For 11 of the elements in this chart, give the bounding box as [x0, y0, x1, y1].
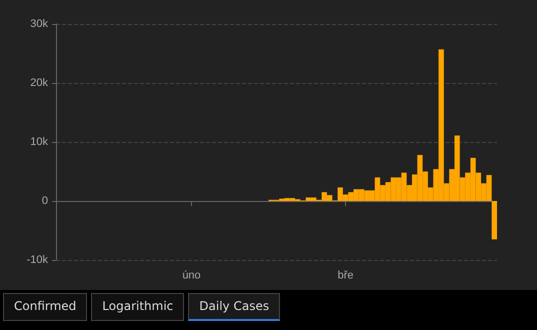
- y-tick-label: 10k: [30, 136, 48, 148]
- text: Logarithmic: [91, 293, 184, 321]
- y-tick-label: 20k: [30, 77, 48, 89]
- y-tick-label: 0: [42, 195, 48, 207]
- x-tick-label: úno: [182, 270, 201, 282]
- bar: [492, 201, 497, 240]
- text: Confirmed: [3, 293, 88, 321]
- y-tick-label: -10k: [26, 254, 48, 266]
- x-tick-label: bře: [338, 270, 354, 282]
- y-tick-label: 30k: [30, 18, 48, 30]
- text: Daily Cases: [188, 293, 280, 321]
